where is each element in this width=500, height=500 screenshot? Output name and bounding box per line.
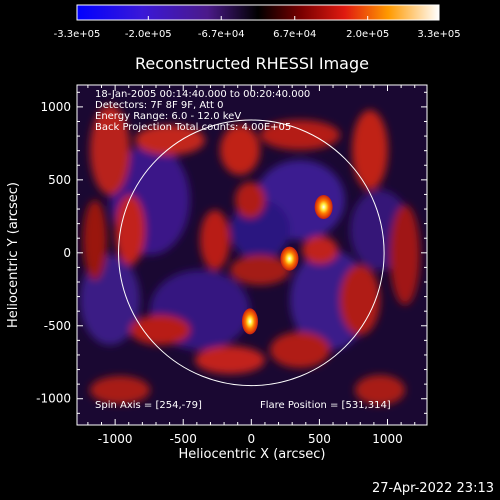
x-tick-label: 500: [308, 432, 331, 446]
y-tick-label: -1000: [36, 392, 71, 406]
info-line-time: 18-Jan-2005 00:14:40.000 to 00:20:40.000: [95, 89, 310, 100]
spin-axis-label: Spin Axis = [254,-79]: [95, 400, 202, 411]
y-tick-label: 0: [63, 246, 71, 260]
x-axis-label: Heliocentric X (arcsec): [179, 447, 326, 462]
y-tick-label: -500: [44, 319, 71, 333]
image-area: [76, 84, 428, 426]
plot-title: Reconstructed RHESSI Image: [135, 54, 369, 73]
info-line-method: Back Projection Total counts: 4.00E+05: [95, 122, 291, 133]
info-line-energy: Energy Range: 6.0 - 12.0 keV: [95, 111, 241, 122]
colorbar-tick-label: -3.3e+05: [54, 29, 101, 40]
x-tick-label: 1000: [372, 432, 403, 446]
colorbar-labels: -3.3e+05 -2.0e+05 -6.7e+04 6.7e+04 2.0e+05 3.…: [54, 29, 461, 40]
bright-sources: [241, 194, 333, 335]
y-axis-label: Heliocentric Y (arcsec): [6, 182, 21, 328]
x-tick-label: -1000: [98, 432, 133, 446]
x-tick-label: -500: [170, 432, 197, 446]
y-tick-label: 1000: [40, 100, 71, 114]
info-line-detectors: Detectors: 7F 8F 9F, Att 0: [95, 100, 223, 111]
bright-source: [314, 194, 333, 219]
colorbar-tick-label: 3.3e+05: [417, 29, 460, 40]
info-block: 18-Jan-2005 00:14:40.000 to 00:20:40.000…: [95, 89, 310, 133]
timestamp: 27-Apr-2022 23:13: [372, 481, 494, 496]
solar-limb-circle: [118, 119, 385, 387]
colorbar-tick-label: 2.0e+05: [346, 29, 389, 40]
bright-source: [241, 308, 258, 335]
y-axis: -1000 -500 0 500 1000: [36, 91, 427, 414]
colorbar-bar: [76, 4, 440, 21]
colorbar-tick-label: -2.0e+05: [125, 29, 172, 40]
y-tick-label: 500: [48, 173, 71, 187]
x-tick-label: 0: [247, 432, 255, 446]
colorbar: -3.3e+05 -2.0e+05 -6.7e+04 6.7e+04 2.0e+05 3.…: [54, 4, 461, 40]
flare-position-label: Flare Position = [531,314]: [260, 400, 391, 411]
bright-source: [280, 246, 299, 271]
x-axis: -1000 -500 0 500 1000: [87, 85, 416, 446]
colorbar-ticks: [76, 16, 440, 20]
image-blobs: [80, 105, 420, 405]
colorbar-tick-label: 6.7e+04: [273, 29, 316, 40]
plot-frame: [76, 84, 428, 426]
colorbar-tick-label: -6.7e+04: [198, 29, 245, 40]
